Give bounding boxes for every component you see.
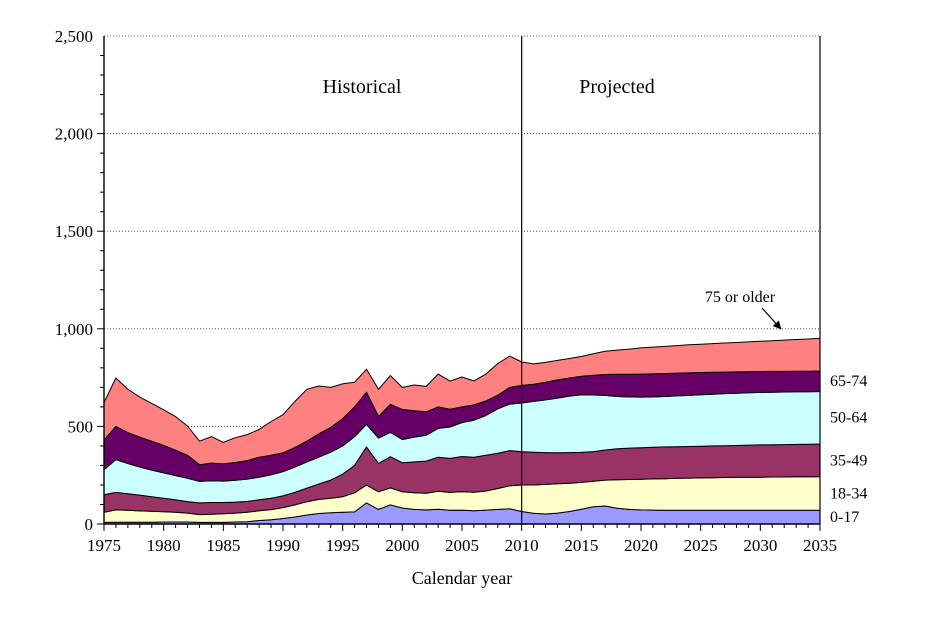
x-axis-tick-label: 2030 xyxy=(743,536,777,555)
y-axis-tick-label: 2,000 xyxy=(55,125,93,144)
x-axis-tick-label: 1995 xyxy=(326,536,360,555)
x-axis-tick-label: 2035 xyxy=(803,536,837,555)
axis-tick-labels: 0 500 1,000 1,500 2,000 2,500 1975 1980 1985 1990… xyxy=(55,27,837,555)
y-axis-tick-label: 1,500 xyxy=(55,222,93,241)
x-axis-title: Calendar year xyxy=(412,568,512,588)
historical-zone-label: Historical xyxy=(323,76,402,98)
x-axis-tick-label: 2025 xyxy=(684,536,718,555)
x-axis-tick-label: 2005 xyxy=(445,536,479,555)
axes xyxy=(97,36,821,531)
y-axis-tick-label: 2,500 xyxy=(55,27,93,46)
side-label-65-74: 65-74 xyxy=(830,373,867,390)
y-axis-tick-label: 1,000 xyxy=(55,320,93,339)
x-axis-tick-label: 1975 xyxy=(87,536,121,555)
side-label-0-17: 0-17 xyxy=(830,509,859,526)
x-axis-tick-label: 2020 xyxy=(624,536,658,555)
y-axis-tick-label: 500 xyxy=(68,417,94,436)
stacked-areas xyxy=(103,337,821,525)
x-axis-tick-label: 2010 xyxy=(505,536,539,555)
projected-zone-label: Projected xyxy=(579,76,655,98)
x-axis-tick-label: 2015 xyxy=(564,536,598,555)
x-axis-tick-label: 2000 xyxy=(385,536,419,555)
side-label-50-64: 50-64 xyxy=(830,410,867,427)
x-axis-tick-label: 1990 xyxy=(266,536,300,555)
side-label-18-34: 18-34 xyxy=(830,486,867,503)
side-label-35-49: 35-49 xyxy=(830,452,867,469)
annotation-arrow xyxy=(761,307,782,330)
x-axis-tick-label: 1985 xyxy=(206,536,240,555)
oldest-group-annotation: 75 or older xyxy=(705,289,776,306)
x-axis-tick-label: 1980 xyxy=(147,536,181,555)
y-axis-tick-label: 0 xyxy=(85,515,94,534)
series-side-labels: 0-17 18-34 35-49 50-64 65-74 xyxy=(830,373,867,526)
